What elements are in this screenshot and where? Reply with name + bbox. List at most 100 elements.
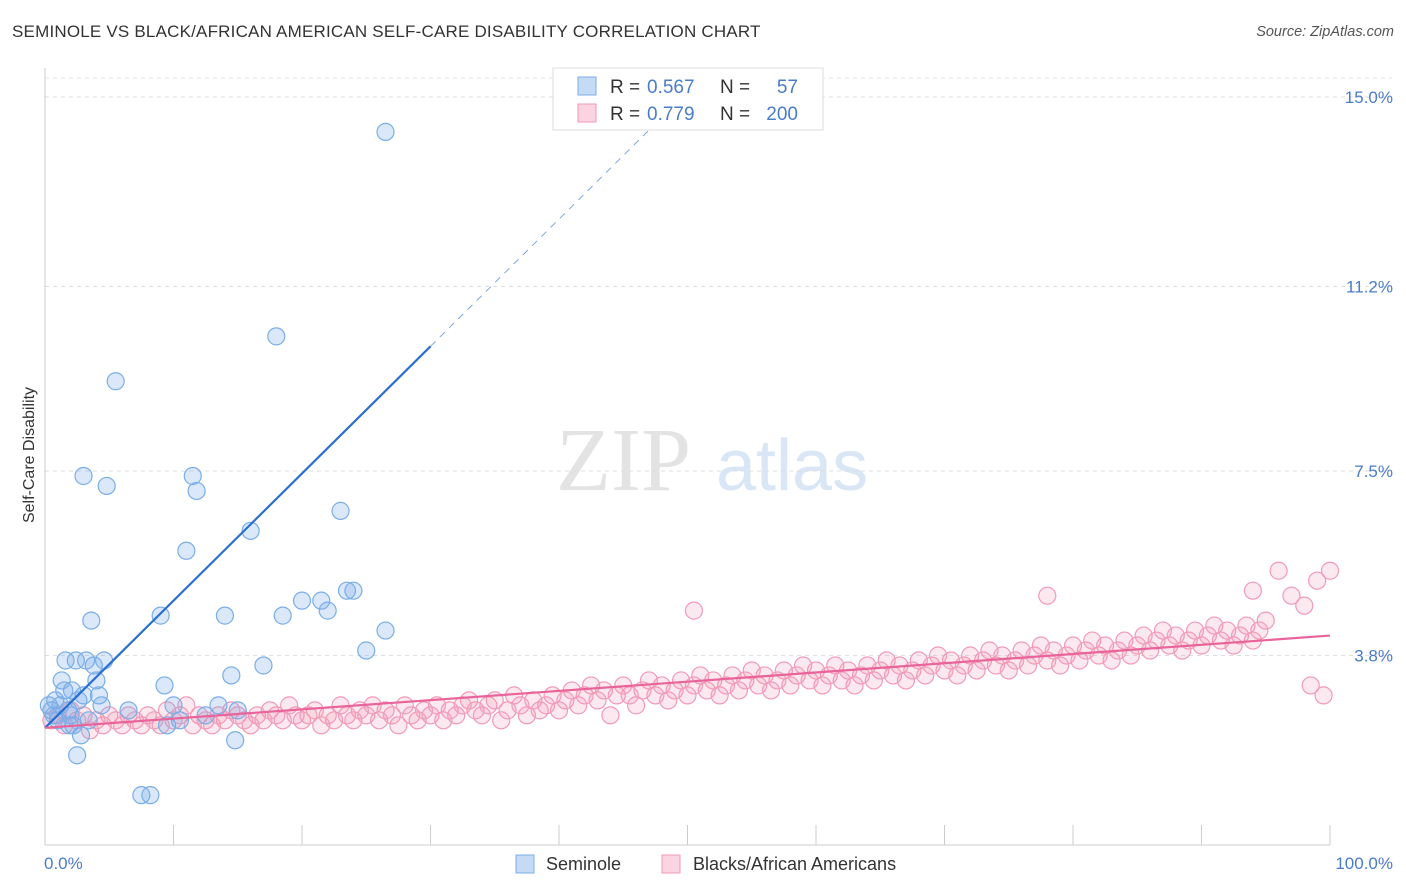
blacks-point [1314, 686, 1333, 705]
seminole-point [95, 651, 114, 670]
blacks-point [1295, 596, 1314, 615]
legend-n-label: N = [720, 77, 750, 98]
seminole-point [241, 521, 260, 540]
seminole-point [71, 726, 91, 745]
blacks-point [170, 706, 190, 725]
seminole-point [56, 651, 75, 670]
blacks-trend-line [44, 634, 1331, 729]
blacks-point [999, 661, 1018, 680]
legend-r-value: 0.779 [647, 104, 695, 125]
seminole-point [74, 466, 93, 486]
blacks-point [1243, 581, 1263, 600]
seminole-point [74, 686, 93, 705]
legend-swatch-seminole [577, 76, 597, 96]
blacks-point [761, 681, 781, 700]
blacks-point [729, 681, 749, 700]
seminole-point [79, 711, 98, 730]
seminole-point [62, 681, 82, 700]
blacks-point [1038, 586, 1057, 605]
legend-top-box [552, 67, 824, 131]
legend-swatch-blacks [577, 103, 597, 123]
y-tick-label: 3.8% [1354, 647, 1393, 666]
y-tick-label: 11.2% [1346, 277, 1393, 296]
blacks-point [1282, 586, 1301, 605]
blacks-point [588, 691, 607, 710]
blacks-point [1250, 621, 1269, 640]
seminole-trend-line [44, 345, 432, 729]
blacks-point [1320, 561, 1340, 580]
seminole-point [84, 656, 103, 675]
blacks-point [1301, 676, 1320, 695]
seminole-point [267, 327, 286, 346]
blacks-point [916, 666, 935, 685]
legend-n-value: 57 [777, 77, 798, 98]
source-label: Source: ZipAtlas.com [1256, 24, 1394, 40]
legend-r-label: R = [610, 77, 640, 98]
blacks-point [626, 696, 646, 715]
blacks-point [678, 686, 697, 705]
blacks-point [781, 676, 800, 695]
y-tick-label: 15.0% [1345, 88, 1393, 107]
seminole-point [82, 611, 101, 630]
blacks-point [549, 701, 569, 720]
seminole-point [66, 651, 85, 670]
seminole-trend-extension [430, 129, 650, 347]
legend-r-label: R = [610, 104, 640, 125]
legend-n-label: N = [720, 104, 750, 125]
y-axis-title: Self-Care Disability [21, 387, 38, 523]
blacks-point [948, 666, 967, 685]
blacks-point [1051, 656, 1070, 675]
legend-swatch-seminole [515, 854, 535, 874]
grid-lines [45, 77, 1392, 657]
blacks-point [1256, 611, 1275, 630]
blacks-point [382, 706, 402, 725]
watermark-atlas: atlas [716, 426, 868, 506]
seminole-point [215, 606, 234, 625]
seminole-point [68, 746, 87, 765]
blacks-point [896, 671, 916, 690]
legend-bottom: Seminole Blacks/African Americans [515, 854, 896, 874]
blacks-point [177, 696, 196, 715]
seminole-point [119, 701, 138, 720]
seminole-point [155, 676, 174, 695]
blacks-point [1140, 641, 1160, 660]
seminole-point [141, 786, 160, 805]
blacks-point [1269, 561, 1288, 580]
legend-n-value: 200 [766, 104, 798, 125]
blacks-point [601, 706, 620, 725]
seminole-point [183, 466, 202, 486]
blacks-point [389, 716, 408, 735]
seminole-point [46, 691, 65, 710]
seminole-point [151, 606, 170, 625]
seminole-point [106, 372, 125, 391]
legend-top: R = 0.567 N = 57 R = 0.779 N = 200 [552, 67, 824, 131]
seminole-point [222, 666, 241, 685]
seminole-point [344, 581, 363, 600]
x-tick-label-max: 100.0% [1335, 854, 1393, 873]
blacks-point [684, 601, 704, 620]
seminole-point [97, 476, 116, 496]
seminole-point [312, 591, 331, 610]
chart-title: SEMINOLE VS BLACK/AFRICAN AMERICAN SELF-… [12, 22, 761, 41]
blacks-point [813, 676, 832, 695]
blacks-point [864, 671, 883, 690]
blacks-point [472, 706, 491, 725]
legend-label-blacks: Blacks/African Americans [693, 854, 896, 874]
legend-swatch-blacks [661, 854, 681, 874]
blacks-point [1070, 651, 1089, 670]
seminole-point [331, 501, 350, 520]
blacks-point [710, 686, 729, 705]
seminole-point [292, 591, 312, 610]
axes: 3.8% 7.5% 11.2% 15.0% [44, 68, 1393, 846]
seminole-point [87, 671, 106, 690]
seminole-point [164, 696, 183, 715]
seminole-point [209, 696, 228, 715]
seminole-point [254, 656, 273, 675]
blacks-point [492, 711, 511, 730]
seminole-point [55, 681, 74, 700]
blacks-point [1308, 571, 1327, 590]
seminole-point [187, 481, 206, 501]
seminole-point [92, 696, 111, 715]
blacks-point [569, 696, 588, 715]
